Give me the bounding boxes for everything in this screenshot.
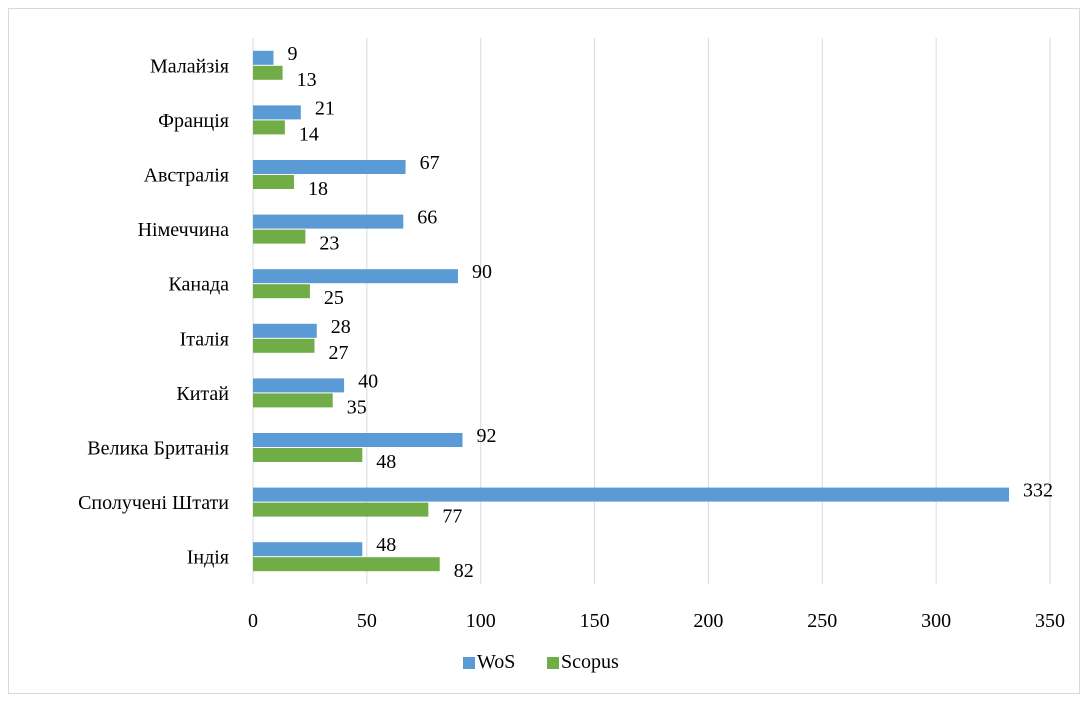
chart-area (8, 8, 1080, 694)
x-tick-label: 200 (693, 610, 723, 632)
bar-scopus (253, 65, 283, 80)
x-tick-label: 150 (580, 610, 610, 632)
category-label: Китай (176, 383, 229, 405)
bar-wos (253, 269, 458, 284)
data-label-scopus: 14 (299, 123, 319, 145)
data-label-scopus: 18 (308, 178, 328, 200)
legend-label-wos: WoS (477, 651, 515, 673)
data-label-wos: 28 (331, 316, 351, 338)
x-tick-label: 50 (357, 610, 377, 632)
category-label: Велика Британія (87, 438, 229, 460)
bar-wos (253, 542, 363, 557)
category-label: Індія (187, 547, 229, 569)
bar-scopus (253, 448, 363, 462)
x-tick-label: 0 (248, 610, 258, 632)
bar-wos (253, 378, 345, 393)
data-label-scopus: 25 (324, 287, 344, 309)
bar-wos (253, 487, 1010, 502)
bar-scopus (253, 557, 440, 572)
bar-scopus (253, 338, 315, 353)
legend-label-scopus: Scopus (561, 651, 619, 673)
data-label-scopus: 27 (328, 342, 348, 364)
category-label: Італія (180, 328, 229, 350)
category-label: Німеччина (138, 219, 230, 241)
category-label: Канада (168, 274, 229, 296)
data-label-wos: 9 (287, 43, 297, 65)
bar-wos (253, 50, 274, 65)
data-label-wos: 67 (420, 152, 440, 174)
bar-scopus (253, 393, 333, 408)
data-label-wos: 332 (1023, 480, 1053, 502)
data-label-scopus: 13 (297, 69, 317, 91)
data-label-scopus: 77 (442, 506, 462, 528)
x-tick-label: 300 (921, 610, 951, 632)
x-tick-label: 350 (1035, 610, 1065, 632)
bar-wos (253, 433, 463, 447)
category-label: Сполучені Штати (78, 492, 229, 514)
data-label-wos: 21 (315, 97, 335, 119)
data-label-scopus: 35 (347, 396, 367, 418)
category-label: Франція (158, 110, 229, 132)
data-label-wos: 92 (476, 425, 496, 447)
bar-scopus (253, 175, 294, 189)
data-label-wos: 66 (417, 207, 437, 229)
bar-wos (253, 323, 317, 338)
data-label-wos: 48 (376, 534, 396, 556)
data-label-scopus: 82 (454, 560, 474, 582)
legend-swatch-wos (463, 657, 475, 669)
bar-scopus (253, 284, 310, 299)
bar-wos (253, 105, 301, 120)
data-label-wos: 40 (358, 370, 378, 392)
data-label-scopus: 23 (319, 233, 339, 255)
bar-scopus (253, 502, 429, 517)
bar-wos (253, 160, 406, 174)
bar-scopus (253, 120, 285, 135)
legend-swatch-scopus (547, 657, 559, 669)
category-label: Австралія (144, 165, 229, 187)
x-tick-label: 100 (466, 610, 496, 632)
data-label-wos: 90 (472, 261, 492, 283)
bar-scopus (253, 229, 306, 244)
x-tick-label: 250 (807, 610, 837, 632)
bar-wos (253, 214, 404, 229)
category-label: Малайзія (150, 55, 229, 77)
data-label-scopus: 48 (376, 451, 396, 473)
